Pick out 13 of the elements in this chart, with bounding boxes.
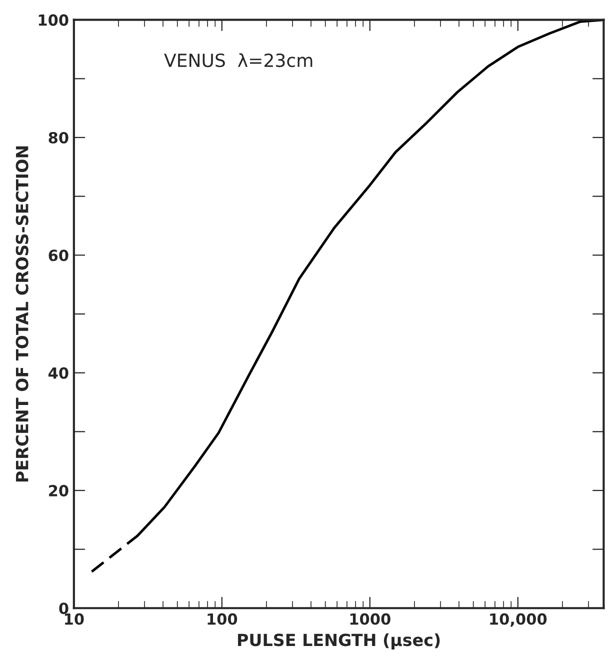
x-tick-label: 10 <box>65 613 84 625</box>
x-tick-label: 1000 <box>350 613 390 625</box>
y-tick-label: 20 <box>49 484 68 496</box>
x-tick-label: 10,000 <box>490 613 547 627</box>
y-tick-label: 100 <box>38 14 68 26</box>
y-tick-label: 40 <box>48 367 68 379</box>
y-axis-title: PERCENT OF TOTAL CROSS-SECTION <box>16 146 28 482</box>
y-tick-label: 0 <box>59 602 68 614</box>
y-tick-label: 60 <box>48 250 68 262</box>
y-tick-label: 80 <box>48 132 68 144</box>
x-tick-label: 100 <box>208 613 238 625</box>
annotation: VENUS λ=23cm <box>164 53 312 68</box>
x-axis-title: PULSE LENGTH (μsec) <box>238 633 440 650</box>
